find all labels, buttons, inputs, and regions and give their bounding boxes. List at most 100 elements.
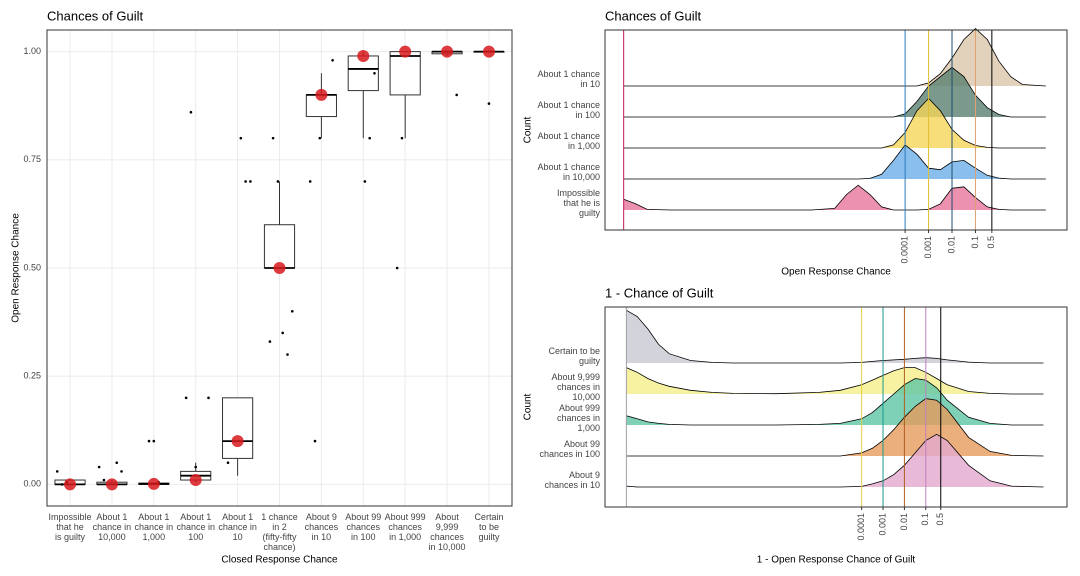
point <box>147 439 151 443</box>
point <box>244 180 247 183</box>
chart-title: 1 - Chance of Guilt <box>605 285 714 300</box>
y-tick-label: About 1 chance in 10 <box>537 69 600 89</box>
point <box>184 396 188 400</box>
panel-border <box>46 29 513 507</box>
y-tick-label: Impossible that he is guilty <box>557 188 601 218</box>
point <box>226 461 230 465</box>
ridge-line <box>623 97 1046 149</box>
ridge-line <box>626 378 1044 426</box>
y-axis-title: Count <box>523 116 534 143</box>
point <box>152 439 156 443</box>
ridge-line <box>623 184 1046 211</box>
box <box>222 397 254 459</box>
point <box>120 470 123 473</box>
y-tick-label: 0.75 <box>23 154 41 164</box>
x-axis-title: Closed Response Chance <box>221 555 338 566</box>
y-tick-label: About 9 chances in 10 <box>544 470 600 490</box>
y-tick-label: About 1 chance in 1,000 <box>537 131 600 151</box>
point <box>189 110 193 114</box>
x-tick-label: 0.01 <box>946 236 956 254</box>
point <box>395 266 399 270</box>
ridge-area <box>626 310 1044 363</box>
x-tick-label: Impossible that he is guilty <box>49 512 92 542</box>
mean-point <box>315 88 328 101</box>
y-tick-label: 0.00 <box>23 479 41 489</box>
ridge-line <box>626 309 1044 364</box>
mean-point <box>147 477 160 490</box>
ridge-area <box>623 185 1046 210</box>
panel-border <box>604 29 1068 231</box>
mean-point <box>399 45 412 58</box>
x-tick-label: About 1 chance in 10 <box>218 512 257 542</box>
point <box>487 102 491 105</box>
y-tick-label: Certain to be guilty <box>548 346 600 366</box>
ridge-area <box>626 434 1044 487</box>
x-tick-label: 0.0001 <box>899 236 909 264</box>
panel-border <box>604 306 1068 508</box>
point <box>55 470 59 473</box>
box <box>263 224 296 269</box>
mean-point <box>273 262 286 274</box>
x-tick-label: 0.01 <box>899 513 909 531</box>
ridge-line <box>623 66 1046 118</box>
y-tick-label: 0.25 <box>23 371 41 381</box>
point <box>363 180 367 183</box>
ridge-line <box>626 433 1044 488</box>
point <box>291 309 294 313</box>
y-tick-label: About 999 chances in 1,000 <box>557 403 600 433</box>
point <box>368 136 371 140</box>
ridge-line <box>626 367 1044 395</box>
x-tick-label: About 9 chances in 10 <box>305 512 339 542</box>
point <box>455 93 458 97</box>
mean-point <box>482 45 495 58</box>
mean-point <box>357 49 370 62</box>
x-tick-label: About 1 chance in 100 <box>176 512 215 542</box>
point <box>97 465 101 469</box>
y-axis-title: Count <box>523 393 534 420</box>
ridge-line <box>623 144 1046 180</box>
point <box>318 136 322 140</box>
x-axis-title: 1 - Open Response Chance of Guilt <box>757 555 916 566</box>
x-tick-label: 0.5 <box>935 513 945 526</box>
mean-point <box>441 45 454 58</box>
point <box>373 71 376 75</box>
y-tick-label: 1.00 <box>23 46 41 56</box>
point <box>207 396 210 400</box>
point <box>281 331 285 335</box>
ridge-area <box>623 144 1046 179</box>
point <box>268 340 272 343</box>
mean-point <box>64 478 77 491</box>
ridge-line <box>626 398 1044 457</box>
x-tick-label: 0.1 <box>920 513 930 526</box>
y-tick-label: About 9,999 chances in 10,000 <box>551 372 600 402</box>
point <box>276 180 280 183</box>
point <box>308 180 312 183</box>
panel-background <box>605 307 1067 507</box>
y-tick-label: About 1 chance in 10,000 <box>537 162 600 182</box>
y-tick-label: About 1 chance in 100 <box>537 100 600 120</box>
x-tick-label: About 99 chances in 100 <box>345 512 381 542</box>
x-tick-label: About 9,999 chances in 10,000 <box>429 512 466 552</box>
point <box>313 439 317 443</box>
x-tick-label: 0.5 <box>986 236 996 249</box>
mean-point <box>105 478 118 491</box>
x-tick-label: 0.0001 <box>856 513 866 541</box>
y-tick-label: About 99 chances in 100 <box>539 439 600 459</box>
chart-title: Chances of Guilt <box>605 8 701 23</box>
point <box>331 58 334 62</box>
x-axis-title: Open Response Chance <box>781 267 891 278</box>
mean-point <box>231 435 244 448</box>
mean-point <box>189 474 202 487</box>
x-tick-label: 0.1 <box>970 236 980 249</box>
x-tick-label: About 1 chance in 1,000 <box>135 512 174 542</box>
ridge-area <box>623 28 1046 87</box>
x-tick-label: 0.001 <box>877 513 887 536</box>
point <box>102 478 106 482</box>
point <box>249 180 252 183</box>
point <box>400 136 404 140</box>
x-tick-label: About 999 chances in 1,000 <box>385 512 426 542</box>
point <box>115 461 119 465</box>
x-tick-label: About 1 chance in 10,000 <box>93 512 132 542</box>
